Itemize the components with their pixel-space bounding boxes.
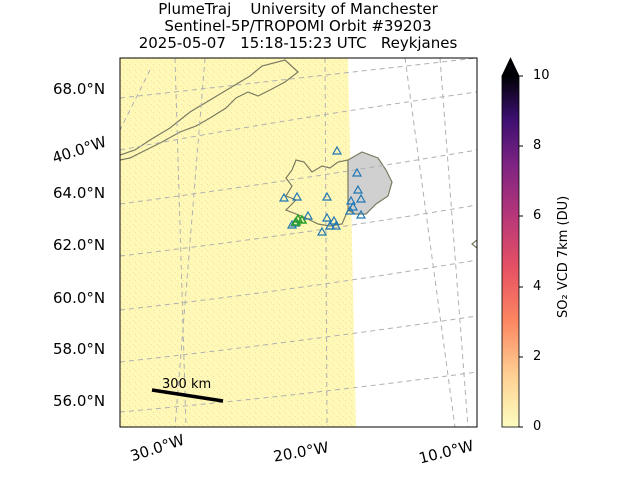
colorbar-tick-label: 0 — [533, 419, 542, 434]
title-line-2: Sentinel-5P/TROPOMI Orbit #39203 — [164, 17, 432, 35]
volcano-markers — [278, 145, 367, 236]
colorbar-tick-label: 4 — [533, 279, 542, 294]
colorbar — [501, 57, 523, 428]
colorbar-tick-label: 10 — [533, 68, 550, 83]
title-line-1: PlumeTraj University of Manchester — [158, 0, 438, 18]
colorbar-tick-label: 6 — [533, 208, 542, 223]
colorbar-extend-arrow — [501, 57, 520, 77]
lat-label: 68.0°N — [53, 80, 106, 98]
lat-label: 60.0°N — [53, 289, 106, 307]
reykjanes-vent-markers — [290, 213, 308, 226]
iceland-coastline — [284, 159, 349, 227]
map-frame — [119, 57, 478, 428]
lat-label: 58.0°N — [53, 340, 106, 358]
norway-coastline — [471, 239, 477, 249]
scale-bar — [151, 388, 224, 403]
lat-label: 64.0°N — [53, 184, 106, 202]
map-area — [120, 58, 477, 427]
satellite-swath — [120, 58, 356, 427]
graticule — [120, 58, 477, 427]
scale-bar-label: 300 km — [162, 377, 212, 392]
lat-label: 62.0°N — [53, 236, 106, 254]
colorbar-label: SO₂ VCD 7km (DU) — [556, 195, 571, 318]
lat-label: 56.0°N — [53, 392, 106, 410]
colorbar-tick-label: 8 — [533, 138, 542, 153]
colorbar-tick-label: 2 — [533, 349, 542, 364]
title-line-3: 2025-05-07 15:18-15:23 UTC Reykjanes — [138, 34, 458, 52]
